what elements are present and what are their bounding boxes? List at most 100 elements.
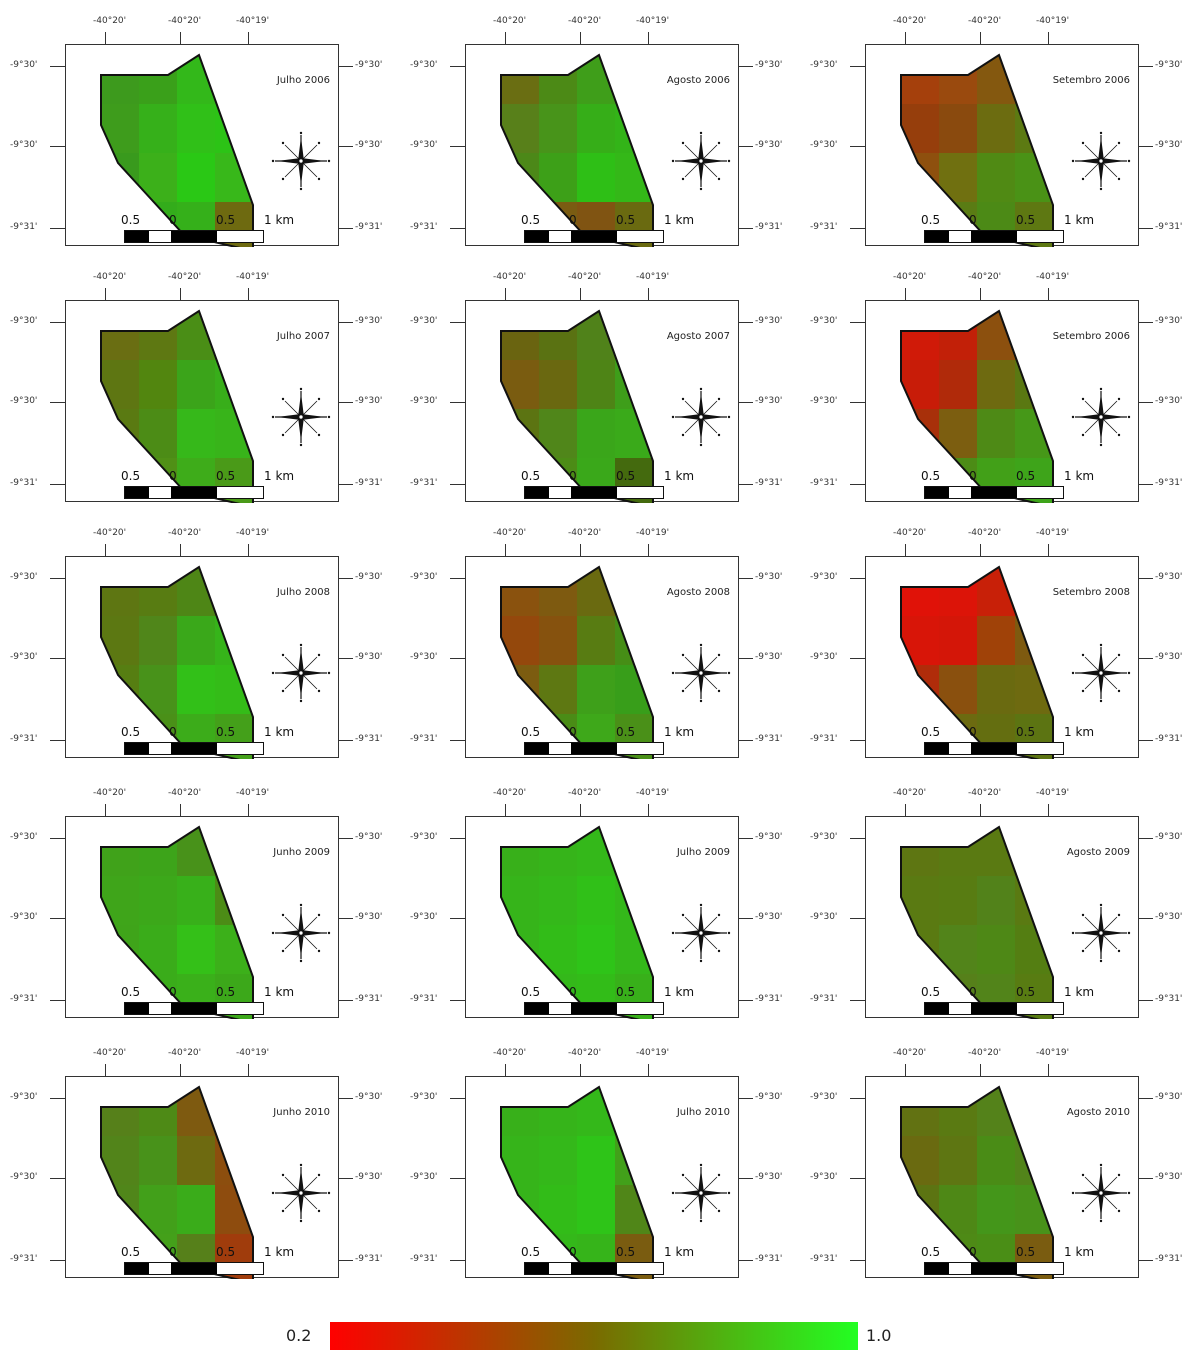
longitude-tick xyxy=(1048,544,1049,556)
raster-cell xyxy=(1015,827,1053,877)
longitude-label: -40°20' xyxy=(493,16,527,26)
compass-rose-icon xyxy=(671,643,731,707)
longitude-label: -40°20' xyxy=(568,1048,602,1058)
longitude-label: -40°20' xyxy=(893,1048,927,1058)
map-title: Junho 2010 xyxy=(273,1107,330,1118)
raster-cell xyxy=(139,1087,178,1137)
scalebar-label: 0.5 xyxy=(921,469,941,483)
latitude-tick xyxy=(1139,1000,1153,1001)
raster-cell xyxy=(1015,360,1053,410)
longitude-tick xyxy=(1048,32,1049,44)
latitude-label: -9°31' xyxy=(810,1254,838,1264)
raster-cell xyxy=(615,1087,653,1137)
raster-cell xyxy=(177,104,216,154)
scalebar-segment xyxy=(217,1263,263,1274)
raster-cell xyxy=(1015,311,1053,361)
latitude-tick xyxy=(50,1098,65,1099)
scalebar-segment xyxy=(1017,743,1063,754)
raster-cell xyxy=(139,665,178,715)
latitude-label: -9°31' xyxy=(410,222,438,232)
scalebar-label: 1 km xyxy=(1064,725,1095,739)
longitude-tick xyxy=(248,32,249,44)
longitude-label: -40°20' xyxy=(968,788,1002,798)
latitude-tick xyxy=(450,484,465,485)
longitude-label: -40°20' xyxy=(168,528,202,538)
raster-cell xyxy=(539,1087,578,1137)
raster-cell xyxy=(615,311,653,361)
longitude-label: -40°20' xyxy=(168,16,202,26)
raster-cell xyxy=(901,153,940,203)
raster-cell xyxy=(177,616,216,666)
latitude-tick xyxy=(850,658,865,659)
latitude-label: -9°31' xyxy=(755,478,783,488)
longitude-label: -40°19' xyxy=(236,788,270,798)
latitude-label: -9°30' xyxy=(355,652,383,662)
longitude-label: -40°20' xyxy=(493,272,527,282)
latitude-label: -9°31' xyxy=(1155,994,1183,1004)
scalebar-label: 0.5 xyxy=(521,725,541,739)
scalebar-segment xyxy=(549,1003,571,1014)
raster-cell xyxy=(101,311,140,361)
latitude-label: -9°30' xyxy=(810,396,838,406)
latitude-label: -9°30' xyxy=(410,652,438,662)
latitude-label: -9°31' xyxy=(755,222,783,232)
scalebar-segment xyxy=(971,1263,1017,1274)
scalebar-label: 0.5 xyxy=(121,469,141,483)
latitude-label: -9°31' xyxy=(410,734,438,744)
longitude-label: -40°20' xyxy=(93,16,127,26)
scalebar-label: 1 km xyxy=(664,725,695,739)
field-boundary xyxy=(100,825,254,1019)
scalebar xyxy=(924,486,1064,499)
raster-cell xyxy=(177,311,216,361)
scalebar-label: 1 km xyxy=(264,469,295,483)
latitude-tick xyxy=(339,1260,353,1261)
raster-cell xyxy=(577,567,616,617)
longitude-label: -40°19' xyxy=(1036,272,1070,282)
scalebar-label: 0.5 xyxy=(216,1245,236,1259)
raster-cell xyxy=(977,925,1016,975)
latitude-tick xyxy=(739,1098,753,1099)
raster-cell xyxy=(1015,925,1053,975)
latitude-tick xyxy=(850,402,865,403)
raster-cell xyxy=(215,153,253,203)
raster-cell xyxy=(101,567,140,617)
raster-cell xyxy=(101,104,140,154)
latitude-tick xyxy=(339,578,353,579)
latitude-label: -9°30' xyxy=(10,316,38,326)
scalebar-label: 1 km xyxy=(664,213,695,227)
scalebar-segment xyxy=(1017,1263,1063,1274)
scalebar-segment xyxy=(525,743,549,754)
raster-cell xyxy=(177,876,216,926)
raster-cell xyxy=(577,55,616,105)
latitude-tick xyxy=(1139,228,1153,229)
longitude-label: -40°19' xyxy=(1036,528,1070,538)
scalebar-segment xyxy=(125,1263,149,1274)
map-frame: Setembro 2008 0.5 0 0.5 1 km xyxy=(865,556,1139,759)
raster-cell xyxy=(977,1185,1016,1235)
longitude-label: -40°20' xyxy=(568,16,602,26)
colorbar: 0.2 1.0 xyxy=(0,1318,1202,1358)
raster-cell xyxy=(977,665,1016,715)
field-ndvi-map xyxy=(100,1085,254,1279)
longitude-tick xyxy=(905,544,906,556)
latitude-label: -9°30' xyxy=(355,316,383,326)
latitude-label: -9°30' xyxy=(1155,1172,1183,1182)
raster-cell xyxy=(977,55,1016,105)
scalebar-label: 0 xyxy=(969,469,977,483)
latitude-label: -9°31' xyxy=(355,1254,383,1264)
scalebar-label: 1 km xyxy=(664,469,695,483)
scalebar-label: 0 xyxy=(169,985,177,999)
scalebar-label: 0.5 xyxy=(521,985,541,999)
map-title: Julho 2009 xyxy=(676,847,730,858)
raster-cell xyxy=(1015,876,1053,926)
field-boundary xyxy=(100,565,254,759)
longitude-tick xyxy=(1048,1064,1049,1076)
scalebar-segment xyxy=(949,743,971,754)
compass-rose-icon xyxy=(1071,1163,1131,1227)
latitude-label: -9°30' xyxy=(410,1172,438,1182)
raster-cell xyxy=(939,311,978,361)
latitude-tick xyxy=(739,740,753,741)
latitude-tick xyxy=(850,1098,865,1099)
latitude-label: -9°30' xyxy=(410,1092,438,1102)
scalebar-segment xyxy=(171,231,217,242)
